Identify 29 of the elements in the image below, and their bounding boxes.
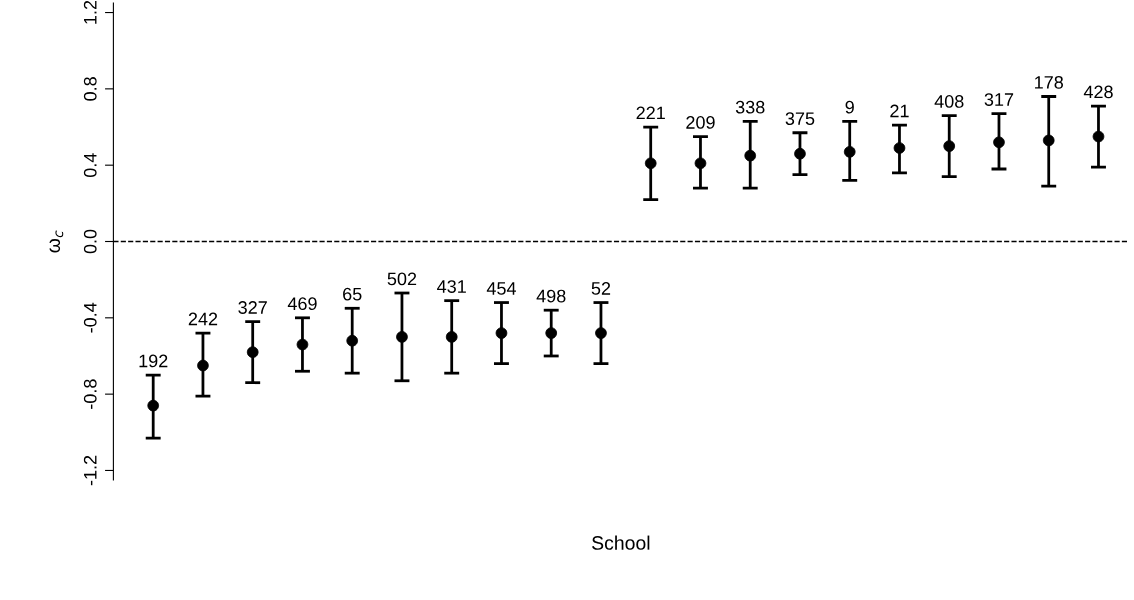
x-tick-label: 431 [437,280,466,293]
x-tick-label: 408 [934,95,964,108]
x-tick-label: 52 [591,282,611,295]
y-axis-title: ω$_{c}$ [49,230,64,253]
y-tick-label: 0.0 [83,229,97,254]
x-tick-label: 65 [343,287,362,301]
x-tick-label: 9 [845,100,854,114]
x-tick-label: 192 [139,354,168,368]
x-tick-label: 317 [984,93,1014,106]
x-tick-label: 469 [287,297,317,311]
x-tick-label: 375 [785,112,815,126]
x-tick-label: 498 [536,289,566,303]
y-tick-label: 0.4 [83,153,97,178]
x-tick-label: 221 [636,106,665,120]
x-tick-label: 502 [387,272,417,286]
y-tick-label: 1.2 [83,0,97,24]
x-tick-label: 338 [735,100,765,114]
x-tick-label: 178 [1035,75,1064,89]
y-tick-label: -0.4 [83,302,97,333]
x-tick-label: 21 [890,104,909,118]
x-tick-label: 209 [686,116,715,129]
x-tick-label: 327 [238,301,267,314]
y-tick-label: -1.2 [83,455,97,486]
x-tick-label: 242 [188,312,218,326]
x-tick-label: 428 [1083,85,1113,99]
y-tick-label: 0.8 [83,77,97,101]
x-axis-title: School [592,535,650,550]
x-tick-label: 454 [486,282,516,295]
y-tick-label: -0.8 [83,379,97,409]
